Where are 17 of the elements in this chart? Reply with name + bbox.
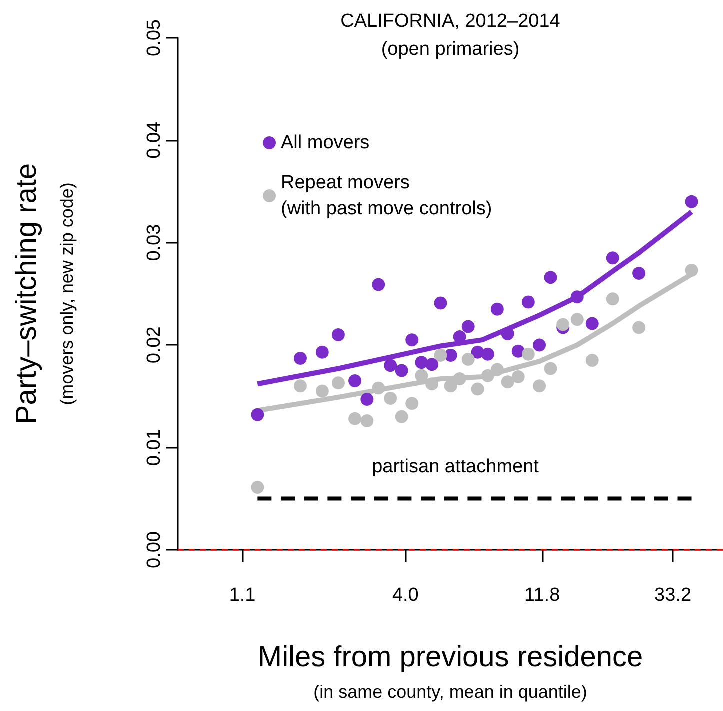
x-tick-label: 4.0 [392, 585, 419, 606]
y-tick-label: 0.01 [144, 429, 165, 466]
y-tick-label: 0.02 [144, 326, 165, 364]
legend-label: Repeat movers (with past move controls) [281, 172, 492, 220]
chart-subtitle: (open primaries) [381, 39, 520, 60]
x-tick-label: 33.2 [654, 585, 692, 606]
y-tick-label: 0.00 [144, 532, 165, 568]
y-tick-label: 0.04 [144, 121, 165, 159]
y-tick-label: 0.05 [144, 20, 165, 56]
y-tick-label: 0.03 [144, 224, 165, 262]
x-tick-label: 1.1 [229, 585, 256, 606]
x-tick-label: 11.8 [524, 585, 560, 606]
annotation: partisan attachment [372, 456, 540, 478]
chart-title: CALIFORNIA, 2012–2014 [340, 11, 561, 32]
legend-label: All movers [281, 132, 370, 154]
x-axis-title: Miles from previous residence (in same county, mean in quantile) [258, 642, 644, 702]
y-axis-title: Party–switching rate (movers only, new zip code) [11, 163, 77, 425]
